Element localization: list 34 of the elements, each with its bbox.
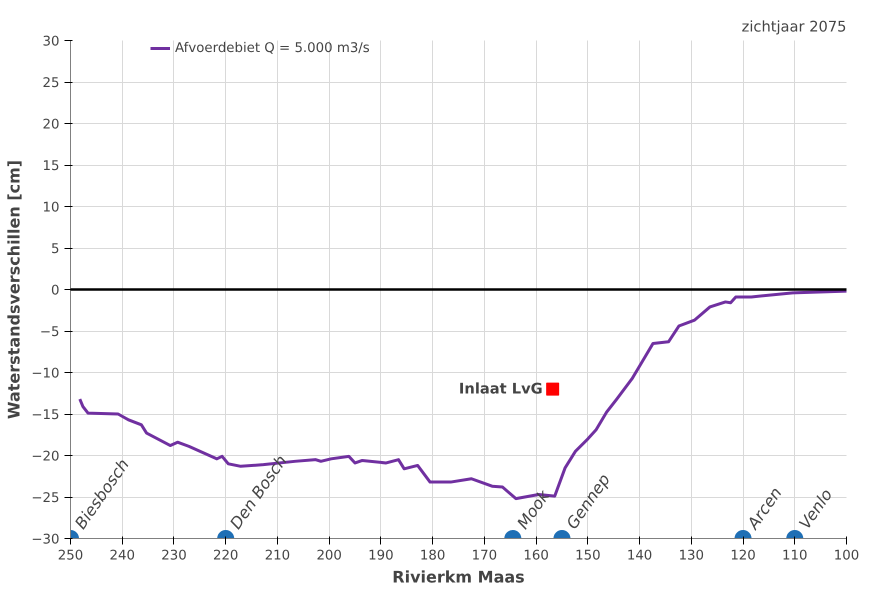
- y-tick-label: 15: [42, 159, 60, 174]
- x-tick-label: 110: [782, 548, 808, 564]
- y-tick-label: 30: [42, 34, 60, 50]
- x-tick-label: 140: [626, 548, 652, 564]
- x-tick-label: 150: [575, 548, 601, 564]
- x-tick-label: 130: [678, 548, 704, 564]
- x-tick-label: 180: [420, 548, 446, 564]
- x-tick-label: 230: [161, 548, 187, 564]
- x-axis-title: Rivierkm Maas: [392, 568, 525, 586]
- y-tick-label: 20: [42, 118, 60, 132]
- x-tick-label: 120: [730, 548, 756, 564]
- x-tick-label: 250: [58, 548, 84, 564]
- y-tick-label: −30: [31, 532, 60, 548]
- y-tick-label: −10: [31, 366, 60, 382]
- x-tick-label: 200: [316, 548, 342, 564]
- y-tick-label: −20: [31, 450, 60, 464]
- x-tick-label: 170: [472, 548, 498, 564]
- y-tick-label: −5: [40, 325, 60, 340]
- x-tick-label: 210: [264, 548, 290, 564]
- y-tick-label: 10: [42, 200, 60, 216]
- x-tick-label: 100: [834, 548, 860, 564]
- y-tick-label: −25: [31, 491, 60, 506]
- legend-label: Afvoerdebiet Q = 5.000 m3/s: [175, 40, 370, 56]
- y-tick-label: 25: [42, 76, 60, 91]
- y-tick-label: 5: [51, 242, 60, 257]
- x-tick-label: 240: [110, 548, 135, 564]
- series-label: Inlaat LvG: [458, 380, 543, 398]
- y-tick-label: 0: [51, 284, 60, 298]
- y-axis-title: Waterstandsverschillen [cm]: [4, 160, 24, 420]
- chart-title: zichtjaar 2075: [742, 18, 847, 36]
- x-tick-label: 160: [523, 548, 549, 564]
- x-tick-label: 190: [368, 548, 394, 564]
- y-tick-label: −15: [31, 408, 60, 423]
- x-tick-label: 220: [212, 548, 238, 564]
